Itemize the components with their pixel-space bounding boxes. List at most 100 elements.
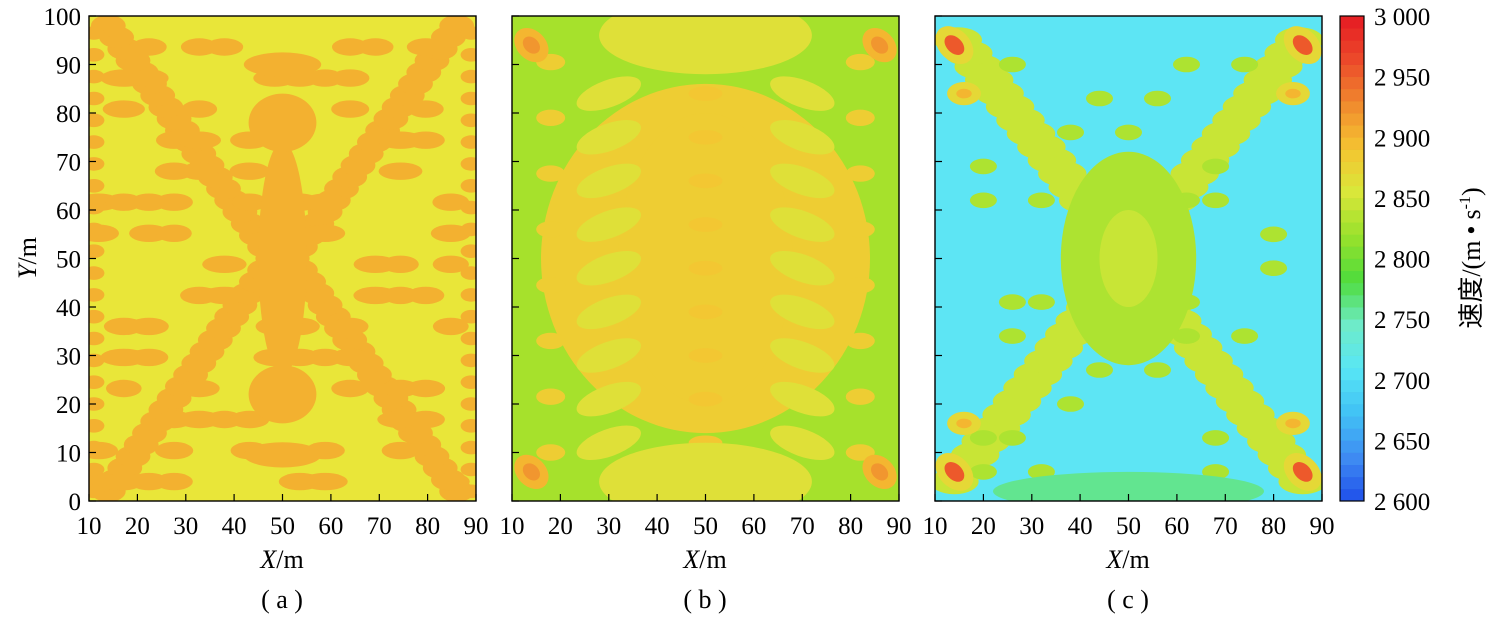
colorbar-level	[1340, 452, 1364, 466]
contour-region	[102, 100, 145, 118]
contour-region	[770, 120, 835, 155]
contour-region	[460, 157, 476, 171]
contour-region	[1057, 124, 1084, 141]
contour-region	[536, 109, 566, 127]
x-tick-label: 40	[645, 513, 670, 540]
contour-region	[432, 193, 470, 211]
colorbar-tick-label: 2 850	[1374, 186, 1430, 213]
contour-region	[1202, 430, 1230, 446]
contour-region	[1202, 158, 1230, 175]
colorbar-steps	[1340, 15, 1364, 502]
contour-region	[845, 388, 875, 405]
contour-region	[89, 26, 105, 40]
contour-region	[1285, 418, 1301, 429]
contour-region	[576, 250, 641, 286]
contour-region	[89, 179, 105, 193]
x-tick-label: 90	[887, 513, 912, 540]
colorbar-level	[1340, 210, 1364, 223]
contour-region	[599, 442, 812, 501]
contour-region	[522, 36, 540, 54]
contour-region	[688, 217, 723, 232]
contour-region	[432, 317, 469, 336]
contour-region	[202, 255, 247, 273]
contour-region	[258, 142, 307, 375]
contour-region	[460, 375, 476, 389]
y-tick-label: 0	[69, 489, 82, 516]
contour-region	[1027, 192, 1055, 209]
contour-region	[688, 391, 723, 407]
contour-region	[177, 131, 221, 149]
x-tick-label: 50	[1116, 513, 1141, 540]
contour-region	[1173, 56, 1200, 73]
contour-region	[1027, 294, 1055, 310]
y-tick-label: 70	[56, 150, 81, 177]
colorbar-level	[1340, 197, 1364, 211]
contour-region	[89, 375, 105, 389]
contour-region	[330, 348, 370, 367]
contour-region	[688, 348, 723, 363]
x-axis-ticks-a: 10 20 30 40 50 60 70 80 90	[77, 494, 489, 540]
contour-region	[688, 173, 723, 189]
colorbar-level	[1340, 319, 1364, 332]
colorbar-level	[1340, 246, 1364, 259]
y-tick-label: 50	[56, 247, 81, 274]
colorbar-level	[1340, 391, 1364, 405]
contour-region	[302, 472, 348, 491]
contour-region	[998, 56, 1026, 73]
contour-region	[536, 277, 566, 294]
contour-region	[969, 464, 997, 480]
x-tick-label: 60	[741, 513, 766, 540]
contour-region	[89, 288, 105, 302]
contour-region	[1086, 90, 1113, 107]
contour-region	[357, 38, 394, 56]
colorbar-tick-label: 2 700	[1374, 368, 1430, 395]
contour-region	[770, 207, 835, 242]
contour-region	[105, 193, 143, 211]
contour-region	[1115, 124, 1142, 141]
contour-region	[89, 244, 105, 258]
contour-region	[460, 462, 476, 477]
colorbar-level	[1340, 282, 1364, 296]
contour-region	[956, 418, 972, 429]
contour-region	[89, 200, 105, 215]
colorbar-level	[1340, 464, 1364, 478]
colorbar-level	[1340, 355, 1364, 369]
contour-region	[303, 193, 347, 211]
contour-region	[845, 109, 875, 127]
contour-region	[688, 304, 723, 320]
contour-region	[770, 163, 835, 199]
x-tick-label: 70	[367, 513, 392, 540]
panel-c: 10 20 30 40 50 60 70 80 90 X/m ( c )	[923, 15, 1335, 614]
contour-region	[89, 135, 105, 149]
contour-region	[1202, 192, 1230, 209]
contour-region	[155, 441, 194, 460]
contour-region	[382, 255, 419, 273]
contour-region	[845, 277, 875, 294]
x-tick-label: 80	[1261, 513, 1286, 540]
contour-region	[460, 179, 476, 193]
contour-region	[89, 353, 105, 368]
contour-region	[248, 93, 317, 152]
contour-region	[460, 91, 476, 106]
colorbar-level	[1340, 428, 1364, 441]
contour-region	[331, 100, 370, 118]
colorbar-level	[1340, 137, 1364, 150]
heatmap-a-contours	[89, 16, 476, 501]
y-tick-label: 20	[56, 392, 81, 419]
contour-region	[871, 463, 889, 481]
colorbar-tick-label: 2 900	[1374, 125, 1430, 152]
contour-region	[576, 207, 641, 242]
contour-region	[460, 419, 476, 433]
colorbar-level	[1340, 64, 1364, 78]
colorbar-level	[1340, 343, 1364, 356]
contour-region	[576, 163, 641, 199]
contour-region	[89, 331, 105, 346]
contour-region	[1292, 462, 1313, 482]
contour-region	[1086, 362, 1113, 378]
contour-region	[460, 244, 476, 258]
contour-region	[243, 52, 322, 77]
x-axis-title-a: X/m	[259, 545, 303, 574]
contour-region	[1285, 88, 1301, 99]
contour-region	[536, 165, 566, 182]
